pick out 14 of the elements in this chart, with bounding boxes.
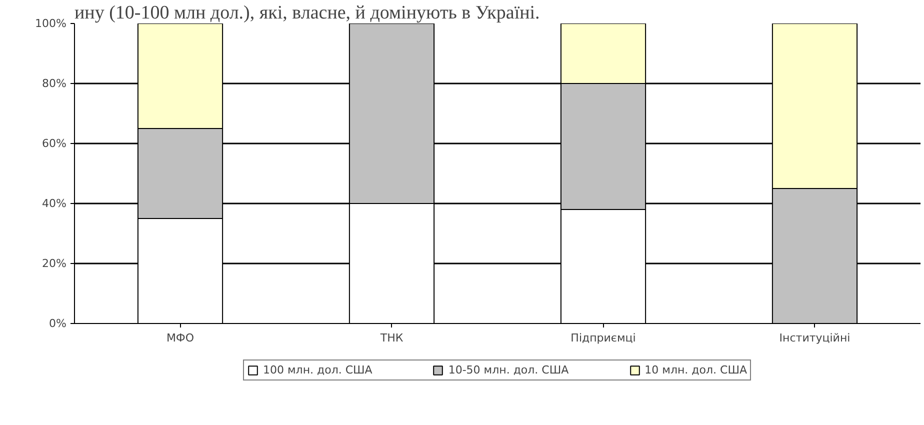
y-tick-label: 20%	[42, 257, 67, 270]
y-tick-label: 40%	[42, 197, 67, 210]
x-tick-label: Інституційні	[779, 332, 850, 344]
x-tick-label: Підприємці	[570, 332, 636, 344]
x-tick-label: ТНК	[379, 332, 404, 344]
chart-title: ину (10-100 млн дол.), які, власне, й домінують в Україні.	[74, 2, 540, 24]
legend-label: 100 млн. дол. США	[263, 364, 372, 376]
y-tick-label: 0%	[49, 317, 66, 330]
legend-label: 10-50 млн. дол. США	[448, 364, 569, 376]
y-tick-label: 80%	[42, 77, 67, 90]
legend-label: 10 млн. дол. США	[644, 364, 747, 376]
y-tick-label: 100%	[35, 17, 67, 30]
x-tick-label: МФО	[166, 332, 194, 344]
y-tick-label: 60%	[42, 137, 67, 150]
